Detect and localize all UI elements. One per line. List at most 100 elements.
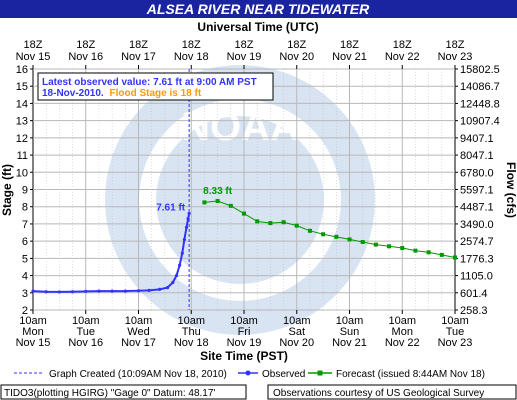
footer-right-text: Observations courtesy of US Geological S… bbox=[273, 388, 484, 399]
forecast-point bbox=[400, 246, 405, 251]
flow-tick-label: 15802.5 bbox=[460, 64, 500, 76]
y-tick-label: 8 bbox=[22, 202, 28, 214]
x-tick-label-weekday: Tue bbox=[76, 326, 95, 338]
footer-right-box bbox=[267, 384, 517, 400]
top-tick-label-date: Nov 23 bbox=[438, 51, 473, 63]
flow-tick-label: 5597.1 bbox=[460, 185, 494, 197]
noaa-logo-text: NOAA bbox=[181, 105, 299, 149]
forecast-peak-label: 8.33 ft bbox=[203, 186, 233, 197]
x-tick-label-time: 10am bbox=[19, 315, 47, 327]
observed-point bbox=[110, 289, 114, 293]
noaa-seal-center bbox=[156, 116, 324, 284]
observed-point bbox=[158, 287, 162, 291]
observed-point bbox=[147, 288, 151, 292]
legend: Graph Created (10:09AM Nov 18, 2010) Obs… bbox=[14, 369, 485, 380]
forecast-point bbox=[426, 250, 431, 255]
x-tick-label-date: Nov 23 bbox=[438, 337, 473, 349]
y-tick-label: 16 bbox=[16, 64, 28, 76]
x-tick-label-time: 10am bbox=[230, 315, 258, 327]
y-tick-label: 10 bbox=[16, 167, 28, 179]
forecast-point bbox=[373, 242, 378, 247]
x-tick-label-date: Nov 19 bbox=[227, 337, 262, 349]
flow-tick-label: 601.4 bbox=[460, 288, 488, 300]
observed-value-label: 7.61 ft bbox=[156, 202, 186, 213]
forecast-point bbox=[268, 221, 273, 226]
x-tick-label-time: 10am bbox=[72, 315, 100, 327]
y-tick-label: 12 bbox=[16, 133, 28, 145]
y-tick-label: 14 bbox=[16, 98, 28, 110]
flow-tick-label: 2574.7 bbox=[460, 236, 494, 248]
flow-tick-label: 1105.0 bbox=[460, 271, 493, 283]
observed-point bbox=[182, 237, 186, 242]
y-tick-label: 4 bbox=[22, 271, 28, 283]
observed-point bbox=[84, 289, 88, 294]
flow-tick-label: 6780.0 bbox=[460, 167, 494, 179]
forecast-point bbox=[294, 223, 299, 228]
x-tick-label-weekday: Mon bbox=[22, 326, 43, 338]
forecast-series-line bbox=[204, 200, 456, 258]
observed-point bbox=[136, 289, 141, 293]
observed-point bbox=[187, 211, 191, 216]
top-tick-label-time: 18Z bbox=[182, 39, 201, 51]
flow-tick-label: 10907.4 bbox=[460, 116, 500, 128]
forecast-point bbox=[307, 228, 312, 233]
x-tick-label-time: 10am bbox=[125, 315, 153, 327]
observed-point bbox=[97, 289, 101, 293]
x-tick-label-date: Nov 16 bbox=[68, 337, 103, 349]
observed-point bbox=[174, 273, 179, 278]
x-tick-label-date: Nov 15 bbox=[16, 337, 51, 349]
top-tick-label-date: Nov 18 bbox=[174, 51, 209, 63]
legend-forecast: Forecast (issued 8:44AM Nov 18) bbox=[336, 369, 485, 380]
x-tick-label-weekday: Mon bbox=[392, 326, 413, 338]
x-tick-label-time: 10am bbox=[441, 315, 469, 327]
forecast-point bbox=[281, 220, 286, 225]
top-tick-label-time: 18Z bbox=[235, 39, 254, 51]
flood-stage-text: Flood Stage is 18 ft bbox=[109, 88, 201, 99]
x-tick-label-date: Nov 21 bbox=[332, 337, 367, 349]
title-bar bbox=[0, 0, 517, 18]
observed-point bbox=[180, 251, 184, 255]
y-tick-label: 6 bbox=[22, 236, 28, 248]
legend-graph-created: Graph Created (10:09AM Nov 18, 2010) bbox=[49, 369, 227, 380]
observed-series-line bbox=[32, 213, 191, 293]
top-tick-label-time: 18Z bbox=[393, 39, 412, 51]
legend-observed-marker bbox=[245, 370, 251, 376]
y-tick-label: 11 bbox=[17, 150, 28, 162]
top-tick-label-date: Nov 17 bbox=[121, 51, 156, 63]
x-tick-label-weekday: Sun bbox=[340, 326, 360, 338]
y-tick-label: 7 bbox=[22, 219, 28, 231]
top-tick-label-time: 18Z bbox=[76, 39, 95, 51]
y-tick-label: 3 bbox=[22, 288, 28, 300]
top-tick-label-date: Nov 19 bbox=[227, 51, 262, 63]
top-tick-label-date: Nov 16 bbox=[68, 51, 103, 63]
flow-tick-label: 3490.0 bbox=[460, 219, 494, 231]
forecast-point bbox=[228, 203, 233, 208]
top-tick-label-time: 18Z bbox=[446, 39, 465, 51]
top-tick-label-time: 18Z bbox=[24, 39, 43, 51]
flow-tick-label: 12448.8 bbox=[460, 98, 500, 110]
y-tick-label: 5 bbox=[22, 253, 28, 265]
x-tick-label-weekday: Fri bbox=[238, 326, 251, 338]
top-tick-label-date: Nov 15 bbox=[16, 51, 51, 63]
footer-left-box bbox=[0, 384, 247, 400]
y-tick-label: 15 bbox=[16, 81, 28, 93]
forecast-point bbox=[347, 237, 352, 242]
x-tick-label-time: 10am bbox=[283, 315, 311, 327]
observed-point bbox=[178, 263, 182, 267]
top-tick-label-time: 18Z bbox=[287, 39, 306, 51]
flow-tick-label: 9407.1 bbox=[460, 133, 494, 145]
forecast-point bbox=[202, 200, 207, 205]
flow-tick-label: 8047.1 bbox=[460, 150, 494, 162]
flow-tick-label: 14086.7 bbox=[460, 81, 500, 93]
flow-tick-label: 4487.1 bbox=[460, 202, 494, 214]
x-tick-label-date: Nov 22 bbox=[385, 337, 420, 349]
forecast-point bbox=[242, 211, 246, 216]
latest-observed-text: Latest observed value: 7.61 ft at 9:00 A… bbox=[42, 77, 257, 88]
info-line-2: 18-Nov-2010. Flood Stage is 18 ft bbox=[42, 88, 202, 99]
observed-point bbox=[44, 290, 48, 294]
chart-title: ALSEA RIVER NEAR TIDEWATER bbox=[146, 1, 370, 17]
axes: 2 3 4 5 6 7 8 9 10 11 12 13 14 15 16 258.3 601.4 1105.0 17… bbox=[16, 39, 500, 349]
observed-point bbox=[171, 280, 175, 285]
forecast-point bbox=[321, 232, 326, 237]
